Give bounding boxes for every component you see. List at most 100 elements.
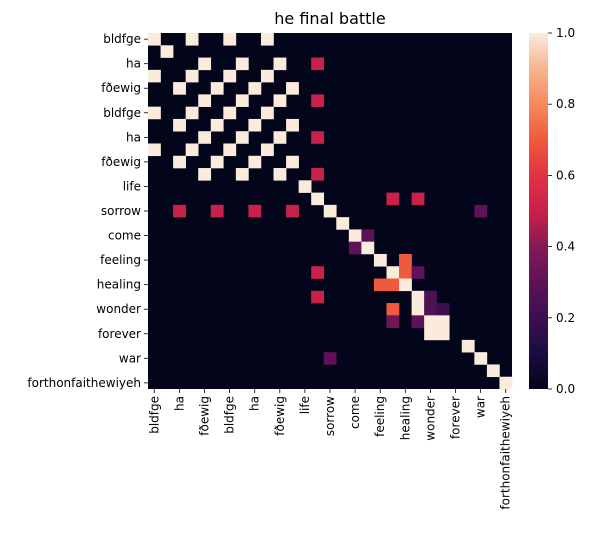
colorbar-tick-label: 0.0 bbox=[556, 382, 575, 396]
heatmap-cell bbox=[210, 155, 224, 169]
heatmap-cell bbox=[248, 118, 262, 132]
heatmap-cell bbox=[148, 106, 161, 120]
heatmap-cell bbox=[386, 278, 400, 292]
y-tick-label: healing bbox=[97, 278, 141, 292]
heatmap-cell bbox=[223, 33, 237, 46]
heatmap-cell bbox=[361, 229, 375, 242]
heatmap-cell bbox=[373, 253, 387, 267]
heatmap-cell bbox=[311, 290, 325, 304]
heatmap-cell bbox=[148, 143, 161, 157]
heatmap-cell bbox=[223, 69, 237, 83]
colorbar-tick-label: 0.8 bbox=[556, 97, 575, 111]
heatmap-cell bbox=[260, 106, 274, 120]
heatmap-cell bbox=[173, 204, 186, 218]
heatmap-cell bbox=[411, 315, 425, 328]
x-tick-label: bldfge bbox=[223, 396, 237, 434]
x-tick-label: fðewig bbox=[197, 396, 211, 436]
x-tick-label: feeling bbox=[373, 396, 387, 437]
chart-title: he final battle bbox=[274, 9, 385, 28]
x-tick-label: fðewig bbox=[273, 396, 287, 436]
heatmap-cell bbox=[260, 69, 274, 83]
colorbar-gradient bbox=[529, 33, 548, 389]
heatmap-cell bbox=[311, 57, 325, 71]
y-tick-label: feeling bbox=[100, 253, 141, 267]
heatmap-cell bbox=[311, 192, 325, 206]
x-tick-label: ha bbox=[248, 396, 262, 411]
heatmap-cell bbox=[411, 266, 425, 279]
heatmap-cell bbox=[210, 118, 224, 132]
y-tick-label: war bbox=[119, 351, 141, 365]
heatmap-cell bbox=[348, 241, 362, 255]
y-tick-label: bldfge bbox=[103, 32, 141, 46]
heatmap-cell bbox=[286, 155, 299, 169]
heatmap-cell bbox=[348, 229, 362, 242]
y-tick-label: sorrow bbox=[101, 204, 141, 218]
heatmap-cell bbox=[273, 168, 287, 181]
y-axis: bldfge ha fðewig bldfge ha fðewig life sorrow co… bbox=[27, 32, 148, 390]
heatmap-cell bbox=[248, 82, 262, 95]
heatmap-cell bbox=[499, 376, 513, 390]
heatmap-cell bbox=[286, 118, 299, 132]
heatmap-plot-area bbox=[148, 33, 513, 390]
x-tick-label: life bbox=[298, 396, 312, 414]
heatmap-cell bbox=[273, 57, 287, 71]
heatmap-cell bbox=[198, 131, 212, 144]
heatmap-cell bbox=[436, 303, 450, 316]
heatmap-cell bbox=[386, 266, 400, 279]
y-tick-label: forever bbox=[98, 327, 141, 341]
y-tick-label: fðewig bbox=[101, 81, 141, 95]
heatmap-cell bbox=[311, 94, 325, 107]
x-tick-label: wonder bbox=[423, 396, 437, 441]
x-tick-label: forever bbox=[449, 396, 463, 439]
heatmap-cell bbox=[235, 168, 249, 181]
heatmap-cell bbox=[235, 57, 249, 71]
heatmap-cell bbox=[260, 33, 274, 46]
heatmap-cell bbox=[411, 192, 425, 206]
heatmap-cell bbox=[210, 82, 224, 95]
x-tick-label: bldfge bbox=[147, 396, 161, 434]
heatmap-cell bbox=[399, 266, 412, 279]
y-tick-label: come bbox=[108, 229, 141, 243]
x-tick-label: healing bbox=[398, 396, 412, 440]
heatmap-cell bbox=[173, 118, 186, 132]
y-tick-label: fðewig bbox=[101, 155, 141, 169]
heatmap-cell bbox=[198, 94, 212, 107]
heatmap-cell bbox=[323, 352, 337, 365]
heatmap-cell bbox=[185, 69, 199, 83]
heatmap-cell bbox=[223, 106, 237, 120]
heatmap-cell bbox=[260, 143, 274, 157]
heatmap-cell bbox=[235, 131, 249, 144]
x-tick-label: come bbox=[348, 396, 362, 429]
heatmap-cell bbox=[399, 278, 412, 292]
y-tick-label: ha bbox=[126, 57, 141, 71]
heatmap-cell bbox=[424, 315, 437, 328]
heatmap-cell bbox=[198, 57, 212, 71]
colorbar: 0.0 0.2 0.4 0.6 0.8 1.0 bbox=[529, 26, 575, 396]
heatmap-cell bbox=[223, 143, 237, 157]
y-tick-label: ha bbox=[126, 130, 141, 144]
heatmap-cell bbox=[373, 278, 387, 292]
heatmap-cell bbox=[311, 168, 325, 181]
heatmap-cell bbox=[160, 45, 174, 58]
heatmap-cell bbox=[286, 204, 299, 218]
heatmap-cell bbox=[185, 33, 199, 46]
heatmap-cell bbox=[424, 327, 437, 341]
heatmap-cell bbox=[185, 143, 199, 157]
colorbar-tick-label: 1.0 bbox=[556, 26, 575, 40]
heatmap-cell bbox=[248, 204, 262, 218]
y-tick-label: wonder bbox=[96, 302, 141, 316]
heatmap-cell bbox=[198, 168, 212, 181]
heatmap-cell bbox=[273, 94, 287, 107]
heatmap-cell bbox=[461, 339, 475, 353]
heatmap-cell bbox=[311, 131, 325, 144]
heatmap-cell bbox=[436, 315, 450, 328]
colorbar-tick-label: 0.6 bbox=[556, 168, 575, 182]
heatmap-cell bbox=[173, 155, 186, 169]
heatmap-cell bbox=[185, 106, 199, 120]
heatmap-cell bbox=[235, 94, 249, 107]
heatmap-cell bbox=[248, 155, 262, 169]
heatmap-cell bbox=[210, 204, 224, 218]
heatmap-cell bbox=[323, 204, 337, 218]
heatmap-cell bbox=[411, 303, 425, 316]
